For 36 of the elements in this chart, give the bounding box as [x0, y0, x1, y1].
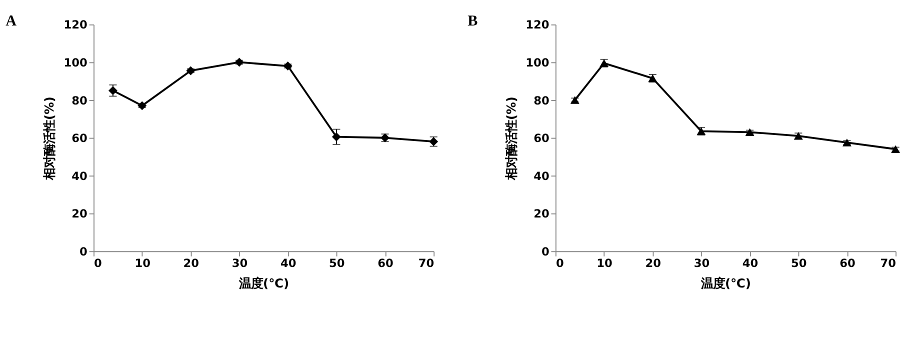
- x-tick-label: 50: [329, 256, 345, 270]
- y-tick-label: 40: [72, 168, 88, 183]
- y-tick-label: 20: [72, 206, 88, 221]
- x-axis-title: 温度(℃): [238, 276, 290, 291]
- x-tick-label: 40: [280, 256, 296, 270]
- y-tick-label: 100: [64, 55, 88, 70]
- y-axis-title: 相对酶活性(%): [42, 96, 56, 182]
- x-tick-label: 70: [880, 256, 896, 270]
- y-tick-label: 80: [72, 93, 88, 108]
- y-axis-title: 相对酶活性(%): [504, 96, 518, 182]
- x-tick-label: 70: [418, 256, 434, 270]
- x-tick-label: 30: [232, 256, 248, 270]
- y-tick-label: 20: [534, 206, 550, 221]
- y-tick-label: 120: [526, 18, 550, 32]
- y-tick-label: 0: [79, 244, 88, 258]
- x-tick-label: 30: [694, 256, 710, 270]
- x-axis-title: 温度(℃): [700, 276, 752, 291]
- chart-title: A: [6, 13, 17, 30]
- x-tick-label: 10: [596, 256, 613, 270]
- y-tick-label: 40: [534, 168, 550, 183]
- y-tick-label: 60: [72, 131, 88, 146]
- x-tick-label: 60: [378, 256, 394, 270]
- x-tick-label: 20: [645, 256, 662, 270]
- x-tick-label: 0: [556, 256, 564, 270]
- chart-title: B: [468, 13, 478, 30]
- y-tick-label: 0: [541, 244, 550, 258]
- x-tick-label: 0: [94, 256, 102, 270]
- x-tick-label: 20: [183, 256, 200, 270]
- x-tick-label: 10: [134, 256, 151, 270]
- x-tick-label: 50: [790, 256, 807, 270]
- y-tick-label: 80: [534, 93, 550, 108]
- y-tick-label: 100: [526, 55, 550, 70]
- y-tick-label: 120: [64, 18, 88, 32]
- x-tick-label: 60: [840, 256, 856, 270]
- y-tick-label: 60: [534, 131, 550, 146]
- x-tick-label: 40: [742, 256, 758, 270]
